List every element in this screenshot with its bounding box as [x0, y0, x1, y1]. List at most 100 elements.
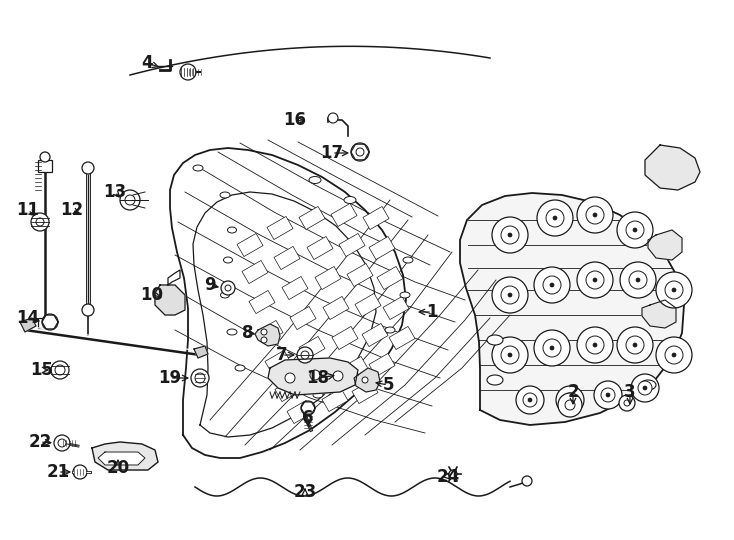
- Circle shape: [601, 388, 615, 402]
- Circle shape: [553, 216, 557, 220]
- Circle shape: [656, 337, 692, 373]
- Text: 1: 1: [426, 303, 437, 321]
- Circle shape: [40, 152, 50, 162]
- Circle shape: [508, 293, 512, 297]
- Ellipse shape: [227, 329, 237, 335]
- Polygon shape: [98, 452, 145, 465]
- Circle shape: [356, 148, 364, 156]
- Circle shape: [180, 64, 196, 80]
- Text: 5: 5: [382, 376, 393, 394]
- Text: 19: 19: [159, 369, 181, 387]
- FancyBboxPatch shape: [274, 246, 300, 269]
- Ellipse shape: [487, 335, 503, 345]
- Text: 7: 7: [276, 346, 288, 364]
- Circle shape: [508, 233, 512, 237]
- Ellipse shape: [235, 365, 245, 371]
- Circle shape: [617, 327, 653, 363]
- Ellipse shape: [385, 327, 395, 333]
- FancyBboxPatch shape: [332, 327, 358, 349]
- Ellipse shape: [640, 380, 656, 390]
- Circle shape: [558, 393, 582, 417]
- Bar: [38, 318, 52, 328]
- Circle shape: [125, 195, 135, 205]
- Circle shape: [82, 304, 94, 316]
- Ellipse shape: [193, 165, 203, 171]
- Circle shape: [501, 346, 519, 364]
- Circle shape: [563, 393, 577, 407]
- Circle shape: [665, 346, 683, 364]
- Circle shape: [638, 381, 652, 395]
- Text: 13: 13: [103, 183, 126, 201]
- Circle shape: [58, 439, 66, 447]
- Text: 12: 12: [60, 201, 84, 219]
- Text: 17: 17: [321, 144, 344, 162]
- FancyBboxPatch shape: [342, 356, 368, 380]
- Ellipse shape: [280, 379, 290, 385]
- Polygon shape: [648, 230, 682, 260]
- Polygon shape: [155, 285, 185, 315]
- Text: 4: 4: [141, 54, 153, 72]
- Circle shape: [568, 398, 572, 402]
- Circle shape: [626, 221, 644, 239]
- Circle shape: [120, 190, 140, 210]
- Circle shape: [501, 286, 519, 304]
- FancyBboxPatch shape: [237, 233, 263, 256]
- Circle shape: [577, 327, 613, 363]
- FancyBboxPatch shape: [355, 293, 381, 316]
- Circle shape: [221, 281, 235, 295]
- FancyBboxPatch shape: [282, 276, 308, 300]
- Ellipse shape: [403, 257, 413, 263]
- Circle shape: [626, 336, 644, 354]
- Circle shape: [586, 336, 604, 354]
- Ellipse shape: [487, 375, 503, 385]
- Circle shape: [617, 212, 653, 248]
- FancyBboxPatch shape: [339, 233, 365, 256]
- Polygon shape: [642, 300, 676, 328]
- Circle shape: [501, 226, 519, 244]
- Circle shape: [546, 209, 564, 227]
- Circle shape: [656, 272, 692, 308]
- Text: 8: 8: [242, 324, 254, 342]
- Circle shape: [516, 386, 544, 414]
- Circle shape: [586, 206, 604, 224]
- Circle shape: [543, 339, 561, 357]
- Circle shape: [631, 374, 659, 402]
- Ellipse shape: [220, 292, 230, 298]
- Circle shape: [261, 329, 267, 335]
- Circle shape: [225, 285, 231, 291]
- Circle shape: [636, 278, 640, 282]
- Circle shape: [36, 218, 44, 226]
- Circle shape: [492, 337, 528, 373]
- FancyBboxPatch shape: [287, 401, 313, 423]
- Circle shape: [73, 465, 87, 479]
- Circle shape: [550, 283, 554, 287]
- Circle shape: [449, 470, 457, 478]
- Circle shape: [51, 361, 69, 379]
- Circle shape: [550, 346, 554, 350]
- Polygon shape: [354, 368, 380, 392]
- Circle shape: [629, 271, 647, 289]
- Text: 23: 23: [294, 483, 316, 501]
- Circle shape: [672, 353, 676, 357]
- Text: 6: 6: [302, 409, 313, 427]
- Circle shape: [522, 476, 532, 486]
- Circle shape: [556, 386, 584, 414]
- FancyBboxPatch shape: [389, 327, 415, 349]
- Circle shape: [55, 365, 65, 375]
- Ellipse shape: [309, 177, 321, 184]
- FancyBboxPatch shape: [299, 336, 325, 360]
- FancyBboxPatch shape: [322, 388, 348, 411]
- Circle shape: [82, 162, 94, 174]
- Circle shape: [643, 386, 647, 390]
- Circle shape: [54, 435, 70, 451]
- FancyBboxPatch shape: [352, 381, 378, 403]
- Polygon shape: [255, 324, 280, 346]
- FancyBboxPatch shape: [369, 354, 395, 376]
- FancyBboxPatch shape: [315, 266, 341, 289]
- Circle shape: [593, 343, 597, 347]
- Text: 9: 9: [204, 276, 216, 294]
- Circle shape: [261, 337, 267, 343]
- Circle shape: [594, 381, 622, 409]
- Ellipse shape: [400, 292, 410, 298]
- Circle shape: [351, 143, 369, 161]
